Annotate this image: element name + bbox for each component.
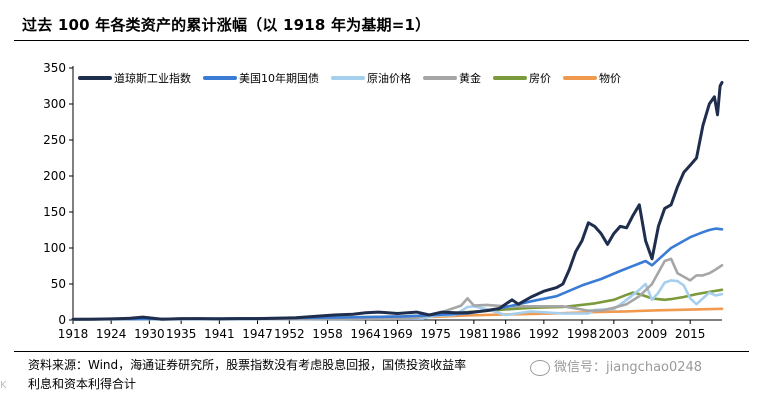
x-tick-label: 1998 bbox=[567, 327, 598, 341]
source-note-line-2: 利息和资本利得合计 bbox=[28, 377, 137, 391]
x-tick-label: 1918 bbox=[58, 327, 89, 341]
legend-label-5: 房价 bbox=[529, 72, 551, 85]
chart-axes: 0 50 100 150 200 250 300 350 1918 1924 1930 1935 194… bbox=[43, 61, 722, 341]
wechat-icon bbox=[530, 359, 550, 376]
series-line-1 bbox=[71, 80, 724, 321]
y-tick-label: 50 bbox=[51, 277, 66, 291]
y-tick-label: 250 bbox=[43, 133, 66, 147]
y-tick-label: 100 bbox=[43, 241, 66, 255]
chart-series-layer bbox=[71, 80, 724, 321]
x-tick-label: 1964 bbox=[350, 327, 381, 341]
corner-mark: K bbox=[0, 380, 7, 391]
source-note-line-1: 资料来源：Wind，海通证券研究所，股票指数没有考虑股息回报，国债投资收益率 bbox=[28, 358, 467, 372]
source-note: 资料来源：Wind，海通证券研究所，股票指数没有考虑股息回报，国债投资收益率 利… bbox=[28, 356, 748, 394]
legend-label-4: 黄金 bbox=[459, 71, 481, 85]
x-tick-label: 1952 bbox=[274, 327, 305, 341]
x-tick-label: 2015 bbox=[675, 327, 706, 341]
chart: 0 50 100 150 200 250 300 350 1918 1924 1930 1935 194… bbox=[43, 61, 724, 341]
chart-legend: 道琼斯工业指数 美国10年期国债 原油价格 黄金 房价 物价 bbox=[78, 71, 621, 85]
x-tick-label: 2009 bbox=[637, 327, 668, 341]
title-bar: 过去 100 年各类资产的累计涨幅（以 1918 年为基期=1） bbox=[0, 0, 763, 40]
x-tick-label: 1947 bbox=[242, 327, 273, 341]
x-tick-label: 1992 bbox=[529, 327, 560, 341]
y-tick-label: 0 bbox=[58, 313, 66, 327]
bottom-rule bbox=[14, 351, 749, 352]
watermark-text: 微信号：jiangchao0248 bbox=[554, 360, 703, 375]
page-title: 过去 100 年各类资产的累计涨幅（以 1918 年为基期=1） bbox=[22, 16, 431, 34]
x-tick-label: 1924 bbox=[96, 327, 127, 341]
x-tick-label: 1941 bbox=[204, 327, 235, 341]
x-tick-label: 2003 bbox=[599, 327, 630, 341]
x-tick-label: 1981 bbox=[459, 327, 490, 341]
legend-label-6: 物价 bbox=[599, 71, 621, 85]
watermark: 微信号：jiangchao0248 bbox=[530, 356, 702, 376]
legend-label-3: 原油价格 bbox=[367, 71, 411, 85]
x-tick-label: 1969 bbox=[382, 327, 413, 341]
y-tick-label: 200 bbox=[43, 169, 66, 183]
x-tick-label: 1986 bbox=[490, 327, 521, 341]
top-rule bbox=[14, 40, 749, 41]
x-tick-label: 1975 bbox=[420, 327, 451, 341]
y-tick-label: 350 bbox=[43, 61, 66, 75]
x-tick-label: 1958 bbox=[312, 327, 343, 341]
y-tick-label: 150 bbox=[43, 205, 66, 219]
x-tick-label: 1930 bbox=[134, 327, 165, 341]
legend-label-2: 美国10年期国债 bbox=[239, 71, 319, 85]
y-tick-label: 300 bbox=[43, 97, 66, 111]
x-tick-label: 1935 bbox=[166, 327, 197, 341]
legend-label-1: 道琼斯工业指数 bbox=[114, 71, 191, 85]
